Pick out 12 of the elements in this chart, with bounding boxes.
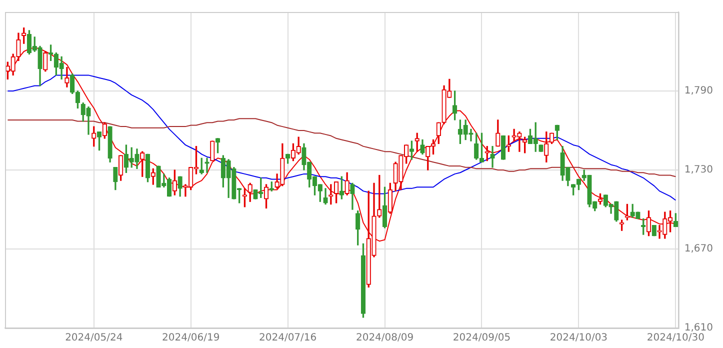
x-tick-label: 2024/10/30 [646,332,704,344]
x-tick-label: 2024/09/05 [452,332,511,344]
y-tick-label: 1,610 [684,322,714,334]
x-tick-label: 2024/07/16 [258,332,317,344]
x-tick-label: 2024/08/09 [356,332,414,344]
candlestick [490,146,495,168]
x-tick-label: 2024/05/24 [65,332,123,344]
y-tick-label: 1,670 [684,244,714,255]
x-tick-label: 2024/06/19 [162,332,220,344]
y-tick-label: 1,730 [684,164,714,176]
x-tick-label: 2024/10/03 [550,332,608,344]
y-tick-label: 1,790 [684,86,714,97]
